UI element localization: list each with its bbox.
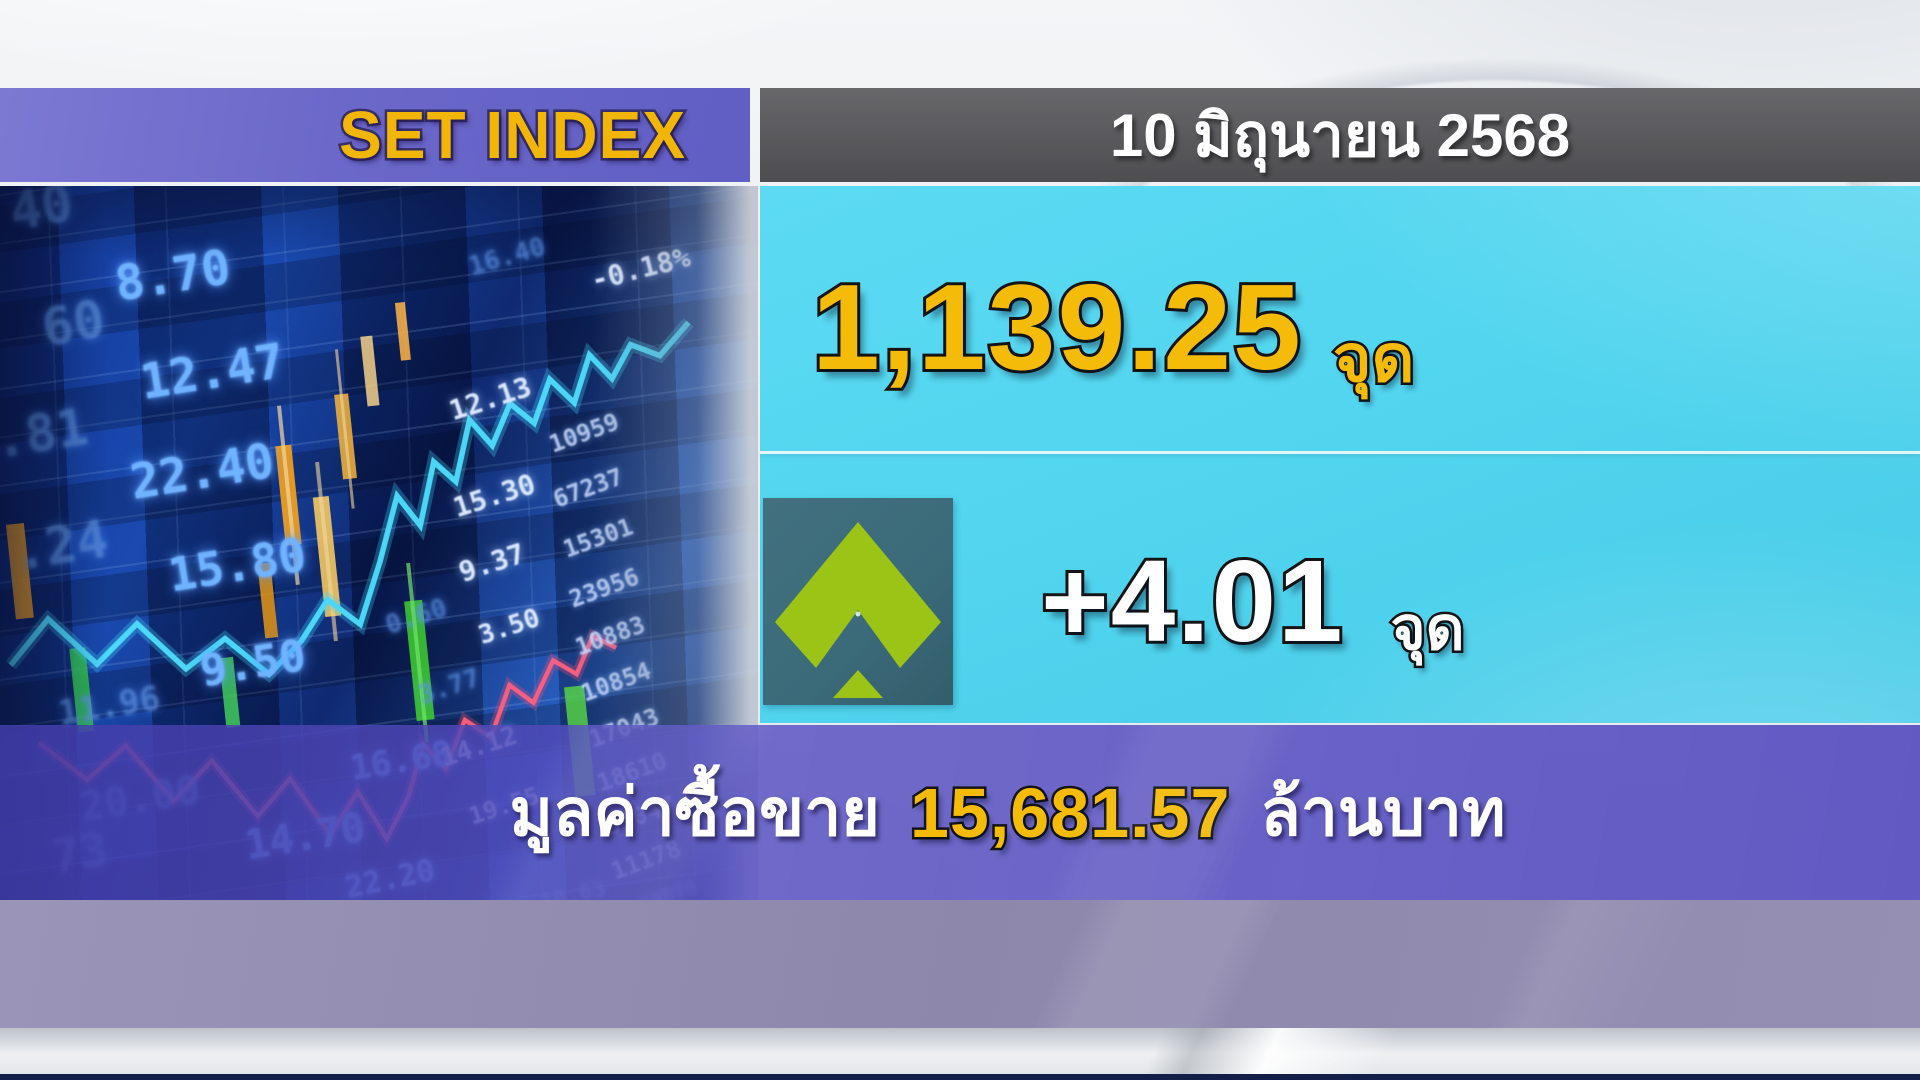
change-unit: จุด xyxy=(1388,593,1467,665)
date-text: 10 มิถุนายน 2568 xyxy=(1109,101,1571,169)
index-change-section: +4.01 จุด xyxy=(760,454,1920,723)
index-unit: จุด xyxy=(1330,319,1417,398)
turnover-label: มูลค่าซื้อขาย xyxy=(509,775,880,849)
navy-bottom-edge xyxy=(0,1074,1920,1080)
turnover-unit: ล้านบาท xyxy=(1260,775,1506,849)
index-value: 1,139.25 xyxy=(809,256,1304,398)
panel-divider xyxy=(760,451,1920,454)
page-title: SET INDEX xyxy=(337,95,688,175)
index-value-section: 1,139.25 จุด xyxy=(760,186,1920,451)
date-banner: 10 มิถุนายน 2568 xyxy=(760,88,1920,182)
light-gray-strip xyxy=(0,1028,1920,1074)
lavender-strip xyxy=(0,900,1920,1028)
index-quote-panel: 1,139.25 จุด +4.01 จุด xyxy=(760,186,1920,723)
change-value: +4.01 xyxy=(1038,533,1346,669)
turnover-banner: มูลค่าซื้อขาย 15,681.57 ล้านบาท xyxy=(0,725,1920,900)
set-index-banner: SET INDEX xyxy=(0,88,750,182)
arrow-up-icon xyxy=(763,498,953,705)
turnover-value: 15,681.57 xyxy=(907,771,1231,854)
